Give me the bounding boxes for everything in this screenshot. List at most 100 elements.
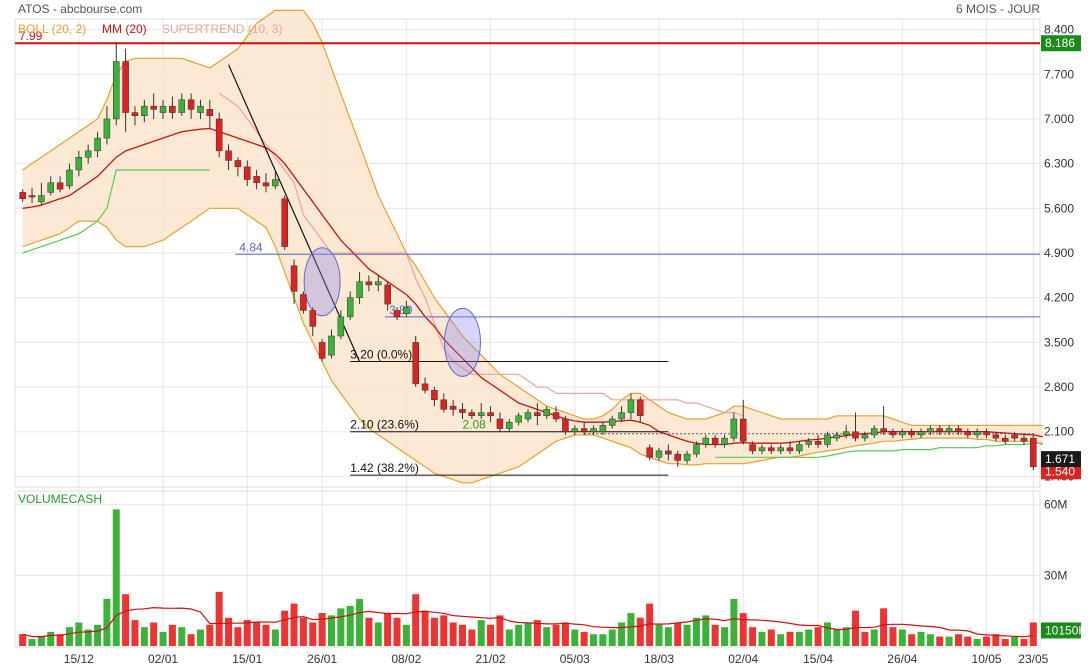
- candle-body: [1011, 434, 1018, 439]
- volume-bar: [861, 631, 869, 646]
- volume-bar: [543, 627, 551, 646]
- candle-body: [571, 428, 579, 432]
- volume-bar: [290, 603, 298, 646]
- volume-bar: [477, 620, 485, 646]
- legend-supertrend[interactable]: SUPERTREND (10, 3): [162, 22, 282, 36]
- candle-body: [580, 428, 588, 432]
- volume-bar: [281, 610, 289, 646]
- volume-bar: [225, 617, 233, 646]
- candle-body: [524, 412, 532, 420]
- volume-bar: [178, 627, 186, 646]
- date-tick-label: 15/01: [232, 652, 262, 666]
- candle-body: [94, 137, 101, 152]
- legend-boll[interactable]: BOLL (20, 2): [18, 22, 86, 36]
- candle-body: [244, 166, 251, 180]
- candle-body: [459, 409, 466, 413]
- candle-body: [936, 428, 943, 432]
- volume-bar: [608, 629, 616, 646]
- candle-body: [178, 99, 186, 113]
- candle-body: [908, 431, 915, 436]
- candle-body: [927, 428, 934, 432]
- date-tick-label: 10/05: [972, 652, 1002, 666]
- volume-bar: [870, 629, 878, 646]
- candle-body: [917, 431, 925, 436]
- volume-bar: [56, 634, 64, 646]
- chart-title: ATOS - abcbourse.com: [18, 2, 142, 16]
- fibonacci-label: 2.10 (23.6%): [350, 418, 419, 432]
- date-tick-label: 23/05: [1018, 652, 1048, 666]
- legend-mm[interactable]: MM (20): [102, 22, 147, 36]
- candle-body: [141, 105, 148, 117]
- candle-body: [824, 434, 831, 445]
- candle-body: [477, 412, 485, 417]
- volume-bar: [655, 624, 663, 646]
- candle-body: [215, 118, 223, 152]
- volume-bar: [683, 624, 691, 646]
- candle-body: [56, 182, 64, 190]
- volume-average-line: [22, 606, 1034, 638]
- volume-bar: [421, 610, 429, 646]
- candle-body: [880, 428, 887, 432]
- candle-body: [318, 342, 326, 359]
- candle-body: [599, 425, 607, 432]
- candle-body: [150, 105, 157, 110]
- candle-body: [983, 431, 990, 436]
- volume-bar: [384, 613, 392, 646]
- candle-body: [131, 112, 139, 117]
- candle-body: [421, 383, 429, 391]
- candle-body: [403, 307, 410, 314]
- volume-bar: [187, 634, 195, 646]
- date-tick-label: 21/02: [476, 652, 506, 666]
- volume-bar: [168, 624, 176, 646]
- volume-bar: [983, 636, 991, 646]
- candle-body: [84, 150, 92, 158]
- candle-body: [309, 310, 317, 327]
- candle-body: [749, 444, 756, 452]
- volume-bar: [515, 624, 523, 646]
- price-tick-label: 7.000: [1044, 112, 1074, 126]
- candle-body: [833, 434, 841, 439]
- volume-bar: [561, 622, 569, 646]
- volume-bar: [814, 627, 822, 646]
- price-tick-label: 8.400: [1044, 23, 1074, 37]
- candle-body: [674, 453, 681, 461]
- horizontal-line-label: 7.99: [19, 29, 43, 43]
- date-tick-label: 15/04: [803, 652, 833, 666]
- candle-body: [899, 431, 906, 436]
- candle-body: [693, 444, 700, 455]
- volume-bar: [533, 620, 541, 646]
- candle-body: [870, 428, 878, 436]
- volume-bar: [318, 613, 326, 646]
- volume-bar: [393, 617, 401, 646]
- candle-body: [328, 335, 335, 356]
- candle-body: [393, 310, 401, 318]
- volume-bar: [767, 629, 775, 646]
- volume-bar: [758, 631, 766, 646]
- candle-body: [796, 444, 803, 452]
- candle-body: [365, 281, 373, 286]
- volume-bar: [590, 634, 598, 646]
- volume-bar: [524, 622, 532, 646]
- candle-body: [66, 169, 73, 187]
- volume-bar: [992, 634, 1000, 646]
- volume-bar: [243, 620, 251, 646]
- date-tick-label: 26/01: [307, 652, 337, 666]
- price-tick-label: 6.300: [1044, 157, 1074, 171]
- last-price-below-badge-bg: [1041, 463, 1081, 480]
- annotation-label: 2.08: [462, 418, 486, 432]
- volume-bar: [37, 636, 45, 646]
- volume-bar: [749, 627, 757, 646]
- bollinger-upper: [22, 9, 1043, 426]
- candle-body: [47, 182, 55, 193]
- date-tick-label: 26/04: [887, 652, 917, 666]
- volume-bar: [646, 603, 654, 646]
- volume-bar: [964, 636, 972, 646]
- candle-body: [487, 412, 494, 417]
- horizontal-line-label: 4.84: [239, 240, 263, 254]
- date-tick-label: 08/02: [391, 652, 421, 666]
- volume-bar: [795, 631, 803, 646]
- candle-body: [964, 431, 972, 436]
- bollinger-lower: [22, 207, 1043, 484]
- volume-bar: [1020, 638, 1028, 646]
- candle-body: [225, 150, 232, 161]
